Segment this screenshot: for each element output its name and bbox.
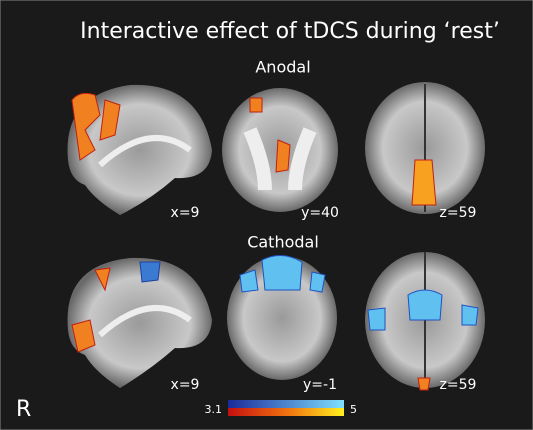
- colorbar-min: 3.1: [205, 403, 223, 416]
- coord-label: y=-1: [303, 377, 337, 393]
- coord-label: x=9: [171, 205, 200, 221]
- row-label: Cathodal: [247, 233, 319, 252]
- colorbar-max: 5: [350, 403, 357, 416]
- brain-slices-anodal: [68, 82, 485, 215]
- figure: Interactive effect of tDCS during ‘rest’…: [0, 0, 533, 430]
- coord-label: z=59: [440, 205, 477, 221]
- title: Interactive effect of tDCS during ‘rest’: [80, 19, 500, 44]
- coord-label: x=9: [171, 377, 200, 393]
- colorbar: [228, 400, 344, 416]
- side-label: R: [16, 397, 31, 422]
- coord-label: y=40: [301, 205, 339, 221]
- brain-slices-cathodal: [68, 252, 485, 390]
- row-label: Anodal: [255, 58, 310, 77]
- coord-label: z=59: [440, 377, 477, 393]
